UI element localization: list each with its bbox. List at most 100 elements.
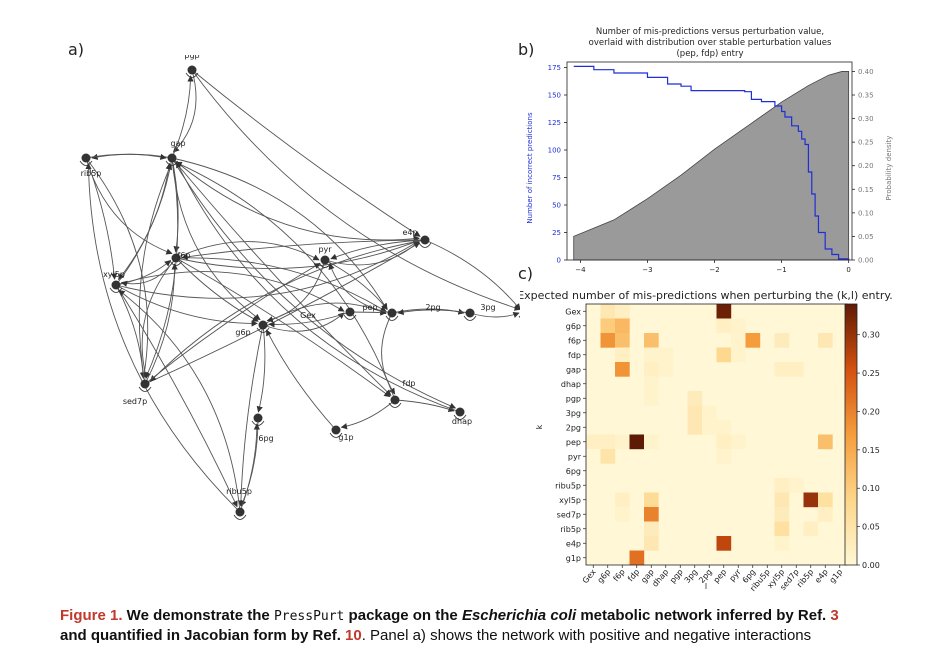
heatmap-cell-e4p-gap bbox=[644, 536, 659, 551]
edge-Gex-g6p bbox=[268, 311, 351, 328]
x-tick-label: 0 bbox=[846, 266, 850, 274]
heatmap-cell-fdp-f6p bbox=[615, 347, 630, 363]
row-label: gap bbox=[566, 365, 581, 374]
edge-e4p-sed7p bbox=[149, 239, 426, 382]
node-label: sed7p bbox=[123, 397, 147, 406]
self-loop bbox=[256, 327, 270, 333]
edge-pyr-g6p bbox=[266, 259, 326, 323]
heatmap-cell-gap-f6p bbox=[615, 362, 630, 377]
heatmap-cell-Gex-f6p bbox=[615, 304, 630, 319]
self-loop bbox=[343, 314, 357, 320]
heatmap-cell-gap-xyl5p bbox=[774, 362, 790, 377]
node-dot bbox=[187, 65, 197, 75]
chart-title-line-3: (pep, fdp) entry bbox=[676, 49, 743, 59]
heatmap-cell-pep-gap bbox=[644, 434, 659, 450]
heatmap-cell-3pg-2pg bbox=[702, 405, 717, 421]
heatmap-cell-gap-sed7p bbox=[789, 362, 804, 377]
self-loop bbox=[385, 315, 399, 321]
row-label: dhap bbox=[561, 380, 581, 389]
col-label: dhap bbox=[650, 568, 670, 589]
self-loop bbox=[453, 414, 467, 420]
edge-g6p-6pg bbox=[256, 324, 266, 413]
caption-figure-label: Figure 1. bbox=[60, 607, 123, 624]
row-label: fdp bbox=[568, 351, 581, 360]
node-pep: pep bbox=[362, 303, 399, 321]
heatmap-cell-xyl5p-xyl5p bbox=[774, 492, 790, 508]
node-label: 6pg bbox=[258, 434, 273, 443]
heatmap-cell-gap-gap bbox=[644, 362, 659, 377]
col-label: pep bbox=[712, 568, 729, 585]
node-label: 3pg bbox=[480, 303, 495, 312]
edge-gap-pgp bbox=[171, 75, 194, 159]
edge-pyr-pep bbox=[324, 259, 388, 310]
self-loop bbox=[388, 402, 402, 408]
edge-pgp-gap bbox=[172, 69, 197, 153]
node-g1p: g1p bbox=[329, 425, 354, 442]
y2-tick-label: 0.05 bbox=[858, 233, 874, 241]
self-loop bbox=[463, 315, 477, 321]
heatmap-cell-xyl5p-e4p bbox=[818, 492, 833, 508]
edge-e4p-3pg bbox=[424, 239, 520, 310]
self-loop bbox=[318, 262, 332, 268]
edge-xyl5p-ribu5p bbox=[115, 284, 238, 508]
heatmap-cell-pep-Gex bbox=[586, 434, 601, 450]
node-dot bbox=[420, 235, 430, 245]
y2-tick-label: 0.25 bbox=[858, 139, 874, 147]
density-area bbox=[573, 71, 850, 261]
col-label: pgp bbox=[668, 568, 685, 585]
heatmap-cell-fdp-pep bbox=[716, 347, 732, 363]
caption-ref-1[interactable]: 3 bbox=[830, 607, 839, 624]
heatmap-cell-pgp-gap bbox=[644, 391, 659, 406]
row-label: e4p bbox=[566, 539, 581, 548]
self-loop bbox=[165, 160, 179, 166]
edge-sed7p-pyr bbox=[144, 263, 321, 385]
col-label: 3pg bbox=[683, 568, 700, 585]
node-dot bbox=[167, 153, 177, 163]
heatmap-cell-pep-e4p bbox=[818, 434, 833, 450]
network-edges bbox=[85, 69, 520, 513]
node-label: g6p bbox=[235, 328, 250, 337]
node-dot bbox=[387, 308, 397, 318]
edge-fdp-gap bbox=[175, 161, 396, 401]
edge-gap-g6p bbox=[171, 157, 261, 321]
node-dot bbox=[455, 407, 465, 417]
edge-sed7p-e4p bbox=[144, 242, 421, 385]
y-tick-label: 0 bbox=[557, 257, 561, 265]
node-label: Gex bbox=[300, 311, 316, 320]
node-dot bbox=[235, 507, 245, 517]
heatmap-cell-rib5p-xyl5p bbox=[774, 521, 790, 537]
heatmap-cell-xyl5p-f6p bbox=[615, 492, 630, 508]
col-label: Gex bbox=[581, 567, 598, 585]
heatmap-cell-f6p-e4p bbox=[818, 333, 833, 348]
edge-gap-e4p bbox=[171, 157, 420, 242]
heatmap-cell-3pg-3pg bbox=[687, 405, 703, 421]
plot-frame bbox=[566, 61, 853, 261]
colorbar-tick-label: 0.10 bbox=[862, 484, 880, 493]
x-tick-label: −4 bbox=[575, 266, 586, 274]
node-Gex: Gex bbox=[300, 307, 357, 320]
node-pyr: pyr bbox=[318, 245, 332, 268]
edge-f6p-pep bbox=[175, 257, 387, 312]
edge-2pg-3pg bbox=[469, 312, 520, 318]
heatmap-cell-pep-pep bbox=[716, 434, 732, 450]
edge-gap-dhap bbox=[171, 157, 457, 409]
y2-tick-label: 0.20 bbox=[858, 162, 874, 170]
edge-ribu5p-xyl5p bbox=[118, 289, 241, 513]
heatmap-cell-fdp-pyr bbox=[731, 347, 746, 363]
heatmap-cell-e4p-xyl5p bbox=[774, 536, 790, 551]
node-label: 2pg bbox=[425, 303, 440, 312]
edge-e4p-f6p bbox=[181, 239, 426, 260]
heatmap-cell-Gex-g6p bbox=[600, 304, 616, 319]
panel-label-c: c) bbox=[518, 264, 534, 283]
node-dot bbox=[171, 253, 181, 263]
heatmap-cell-f6p-f6p bbox=[615, 333, 630, 348]
row-label: 3pg bbox=[566, 409, 581, 418]
col-label: pyr bbox=[727, 567, 743, 583]
row-label: g6p bbox=[566, 322, 581, 331]
edge-xyl5p-e4p bbox=[115, 240, 420, 299]
row-label: pyr bbox=[568, 452, 582, 461]
row-label: pep bbox=[566, 438, 581, 447]
heatmap-cell-2pg-pep bbox=[716, 420, 732, 435]
heatmap-cell-g6p-pyr bbox=[731, 318, 746, 334]
heatmap-cell-sed7p-xyl5p bbox=[774, 507, 790, 522]
